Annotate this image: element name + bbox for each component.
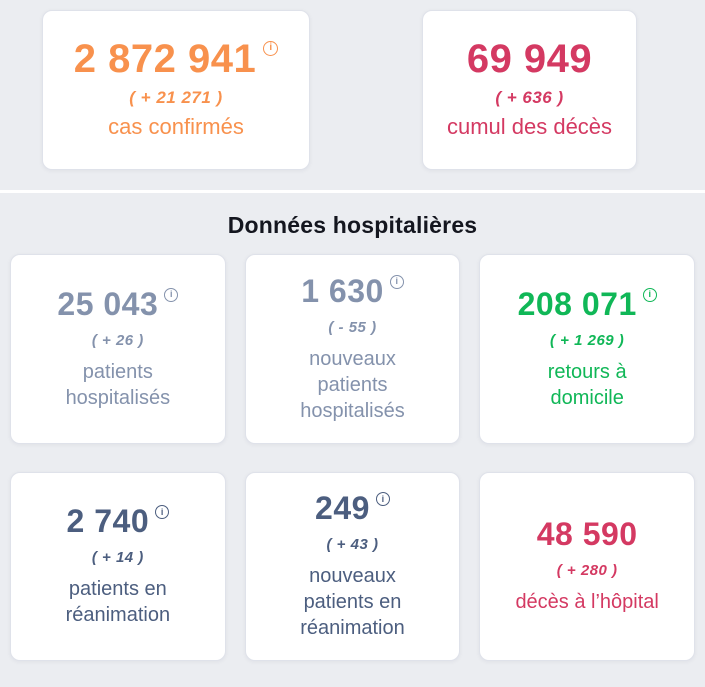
stat-value-row: 69 949 xyxy=(467,39,592,79)
stat-value: 2 872 941 xyxy=(73,36,257,81)
section-divider xyxy=(0,190,705,193)
section-title: Données hospitalières xyxy=(227,212,478,238)
stat-delta: ( + 636 ) xyxy=(495,87,564,107)
stat-value-row: 2 872 941 i xyxy=(73,36,279,81)
stat-card-deces-hopital: 48 590 ( + 280 ) décès à l’hôpital xyxy=(479,472,695,661)
stat-value: 2 740 xyxy=(66,503,150,539)
hospital-cards-grid: 25 043 i ( + 26 ) patients hospitalisés … xyxy=(0,254,705,661)
stat-label: nouveaux patients en réanimation xyxy=(300,565,405,639)
stat-delta: ( + 1 269 ) xyxy=(550,331,625,349)
stat-label: décès à l’hôpital xyxy=(515,591,659,613)
stat-value: 249 xyxy=(315,490,370,526)
stat-value: 25 043 xyxy=(57,285,159,322)
stat-delta: ( + 14 ) xyxy=(91,549,144,566)
info-icon[interactable]: i xyxy=(389,274,404,289)
stat-delta: ( + 26 ) xyxy=(91,331,144,349)
stat-card-patients-reanimation: 2 740 i ( + 14 ) patients en réanimation xyxy=(10,472,226,661)
stat-label: retours à domicile xyxy=(547,360,627,409)
stat-label: patients hospitalisés xyxy=(65,360,171,409)
stat-value-row: 208 071 i xyxy=(517,285,657,322)
info-icon[interactable]: i xyxy=(375,492,390,506)
info-icon[interactable]: i xyxy=(155,505,170,519)
stat-card-nouveaux-patients-reanimation: 249 i ( + 43 ) nouveaux patients en réan… xyxy=(244,472,461,661)
info-icon[interactable]: i xyxy=(642,287,657,302)
stat-value: 208 071 xyxy=(517,285,637,322)
stat-label: patients en réanimation xyxy=(65,578,171,626)
stat-value-row: 1 630 i xyxy=(301,272,404,309)
stat-value: 69 949 xyxy=(466,36,593,81)
stat-value: 1 630 xyxy=(301,272,384,309)
summary-cards-row: 2 872 941 i ( + 21 271 ) cas confirmés 6… xyxy=(42,10,705,170)
stat-delta: ( + 21 271 ) xyxy=(129,87,223,107)
stat-value-row: 249 i xyxy=(315,492,390,524)
stat-delta: ( + 43 ) xyxy=(326,536,379,553)
stat-card-cas-confirmes: 2 872 941 i ( + 21 271 ) cas confirmés xyxy=(42,10,310,170)
stat-label: cumul des décès xyxy=(446,113,613,139)
stat-value-row: 2 740 i xyxy=(67,505,170,537)
summary-section: 2 872 941 i ( + 21 271 ) cas confirmés 6… xyxy=(0,0,705,190)
stat-delta: ( - 55 ) xyxy=(328,318,377,336)
stat-value: 48 590 xyxy=(536,516,638,552)
stat-card-patients-hospitalises: 25 043 i ( + 26 ) patients hospitalisés xyxy=(10,254,226,444)
stat-label: cas confirmés xyxy=(108,113,244,139)
stat-card-retours-a-domicile: 208 071 i ( + 1 269 ) retours à domicile xyxy=(479,254,695,444)
hospital-data-section: Données hospitalières 25 043 i ( + 26 ) … xyxy=(0,212,705,661)
info-icon[interactable]: i xyxy=(263,40,279,56)
stat-value-row: 48 590 xyxy=(537,518,638,550)
info-icon[interactable]: i xyxy=(164,287,179,302)
stat-card-nouveaux-patients-hospitalises: 1 630 i ( - 55 ) nouveaux patients hospi… xyxy=(244,254,461,444)
stat-label: nouveaux patients hospitalisés xyxy=(300,347,405,422)
stat-delta: ( + 280 ) xyxy=(556,562,618,579)
stat-value-row: 25 043 i xyxy=(57,285,179,322)
stat-card-cumul-deces: 69 949 ( + 636 ) cumul des décès xyxy=(422,10,637,170)
